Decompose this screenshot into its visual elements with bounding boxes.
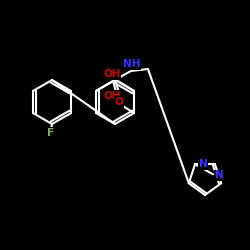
Text: NH: NH xyxy=(123,59,141,69)
Text: OH: OH xyxy=(103,91,121,101)
Text: N: N xyxy=(199,159,207,169)
Text: F: F xyxy=(48,128,54,138)
Text: O: O xyxy=(114,97,123,107)
Text: OH: OH xyxy=(103,69,121,79)
Text: N: N xyxy=(215,170,224,180)
